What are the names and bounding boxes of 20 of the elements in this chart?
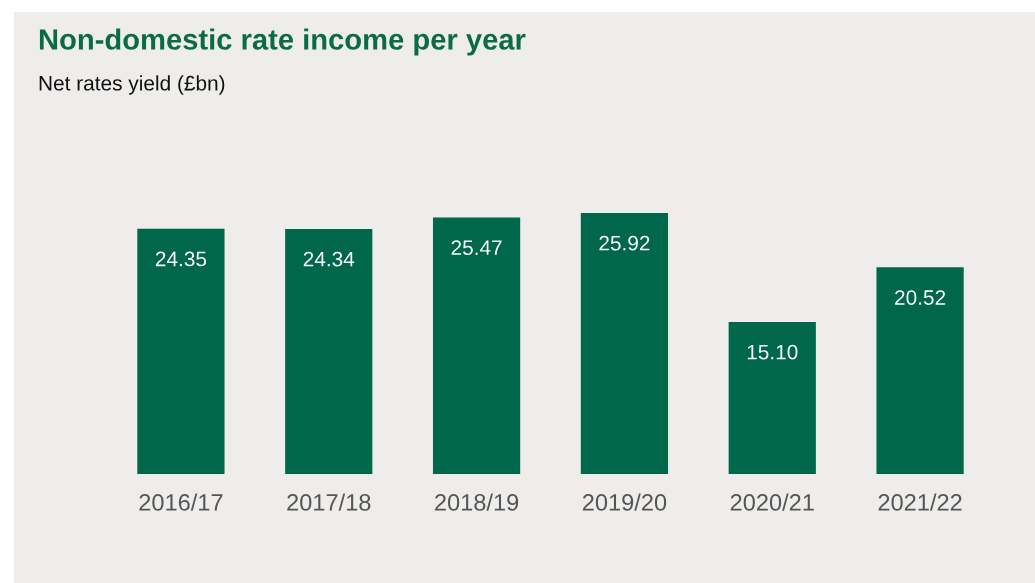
bar — [137, 228, 225, 474]
data-label: 24.34 — [303, 251, 355, 267]
x-tick-label: 2016/17 — [139, 493, 223, 511]
bar — [728, 321, 816, 474]
data-label: 25.92 — [599, 235, 650, 251]
x-tick-label: 2021/22 — [878, 493, 962, 511]
x-tick-label: 2020/21 — [730, 493, 814, 511]
data-label: 15.10 — [747, 344, 798, 360]
x-tick-label: 2018/19 — [435, 493, 519, 511]
data-label: 20.52 — [895, 290, 946, 305]
data-label: 24.35 — [155, 251, 207, 267]
chart-title: Non-domestic rate income per year — [39, 28, 526, 56]
bar — [580, 213, 669, 474]
x-tick-label: 2019/20 — [582, 493, 667, 511]
bar — [876, 267, 964, 474]
chart-subtitle: Net rates yield (£bn) — [39, 75, 225, 95]
bar — [285, 228, 373, 474]
x-tick-label: 2017/18 — [287, 493, 371, 511]
bar — [432, 217, 521, 474]
data-label: 25.47 — [451, 240, 502, 256]
